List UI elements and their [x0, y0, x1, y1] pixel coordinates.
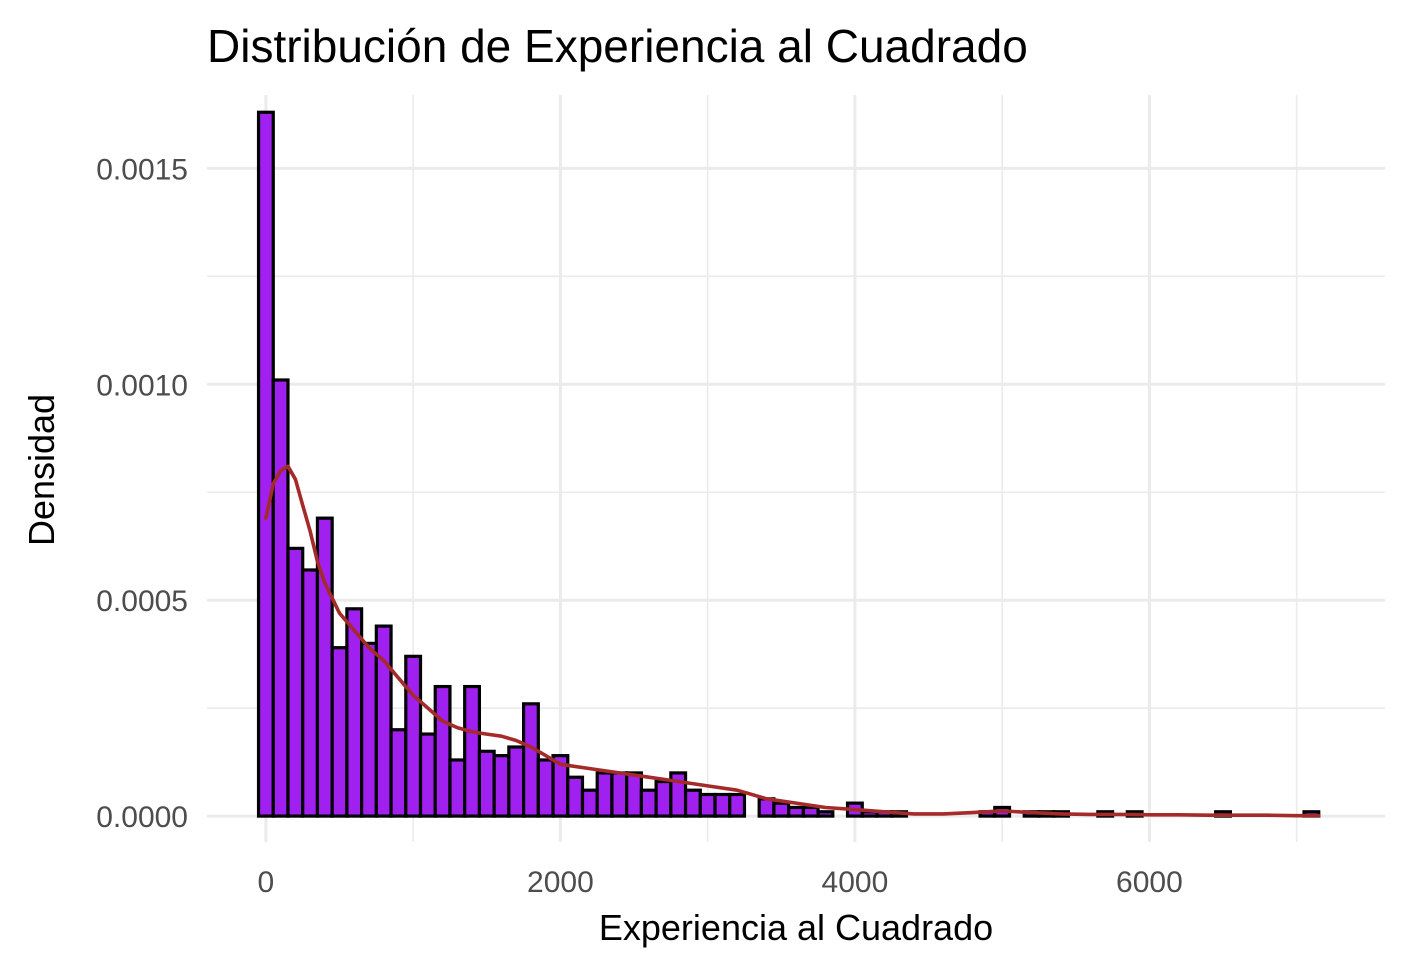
- histogram-bar: [595, 771, 614, 818]
- y-tick-label: 0.0005: [96, 585, 188, 618]
- histogram-bar: [580, 788, 599, 818]
- histogram-bar: [448, 758, 467, 818]
- histogram-bar: [728, 792, 747, 818]
- x-tick-label: 4000: [822, 866, 889, 899]
- histogram-bar: [345, 607, 364, 818]
- histogram-bar: [360, 641, 378, 818]
- histogram-bar: [404, 654, 423, 818]
- histogram-bar: [433, 684, 452, 818]
- histogram-bar: [536, 758, 555, 818]
- chart-title: Distribución de Experiencia al Cuadrado: [207, 20, 1028, 72]
- histogram-bar: [801, 805, 820, 818]
- histogram-bar: [787, 805, 805, 818]
- histogram-bar: [477, 749, 496, 818]
- histogram-bar: [713, 792, 732, 818]
- tick-labels: 0 2000 4000 6000 0.0000 0.0005 0.0010 0.0015: [96, 153, 1183, 899]
- density-curve-layer: [264, 464, 1321, 818]
- histogram-bar: [507, 745, 526, 818]
- density-curve-line: [264, 464, 1321, 818]
- histogram-bar: [698, 792, 717, 818]
- x-tick-label: 6000: [1116, 866, 1183, 899]
- histogram-bar: [389, 728, 408, 818]
- histogram-bar: [654, 779, 673, 818]
- histogram-bar: [463, 684, 482, 818]
- histogram-bars: [256, 110, 1321, 818]
- x-tick-label: 2000: [527, 866, 594, 899]
- histogram-bar: [271, 378, 290, 818]
- y-tick-label: 0.0010: [96, 369, 188, 402]
- histogram-bar: [639, 788, 658, 818]
- histogram-bar: [566, 775, 585, 818]
- histogram-bar: [256, 110, 275, 818]
- y-axis-label: Densidad: [21, 394, 62, 546]
- histogram-bar: [418, 732, 437, 818]
- histogram-bar: [625, 771, 643, 818]
- histogram-bar: [374, 624, 393, 818]
- histogram-bar: [683, 788, 702, 818]
- histogram-bar: [521, 702, 540, 818]
- x-tick-label: 0: [258, 866, 275, 899]
- histogram-bar: [757, 797, 776, 818]
- histogram-bar: [492, 754, 511, 818]
- histogram-bar: [772, 801, 791, 818]
- histogram-bar: [301, 568, 320, 818]
- histogram-bar: [286, 546, 305, 818]
- x-axis-label: Experiencia al Cuadrado: [599, 907, 993, 948]
- y-tick-label: 0.0015: [96, 153, 188, 186]
- histogram-bar: [330, 646, 349, 818]
- histogram-bar: [816, 810, 835, 818]
- y-tick-label: 0.0000: [96, 801, 188, 834]
- histogram-bar: [610, 771, 629, 818]
